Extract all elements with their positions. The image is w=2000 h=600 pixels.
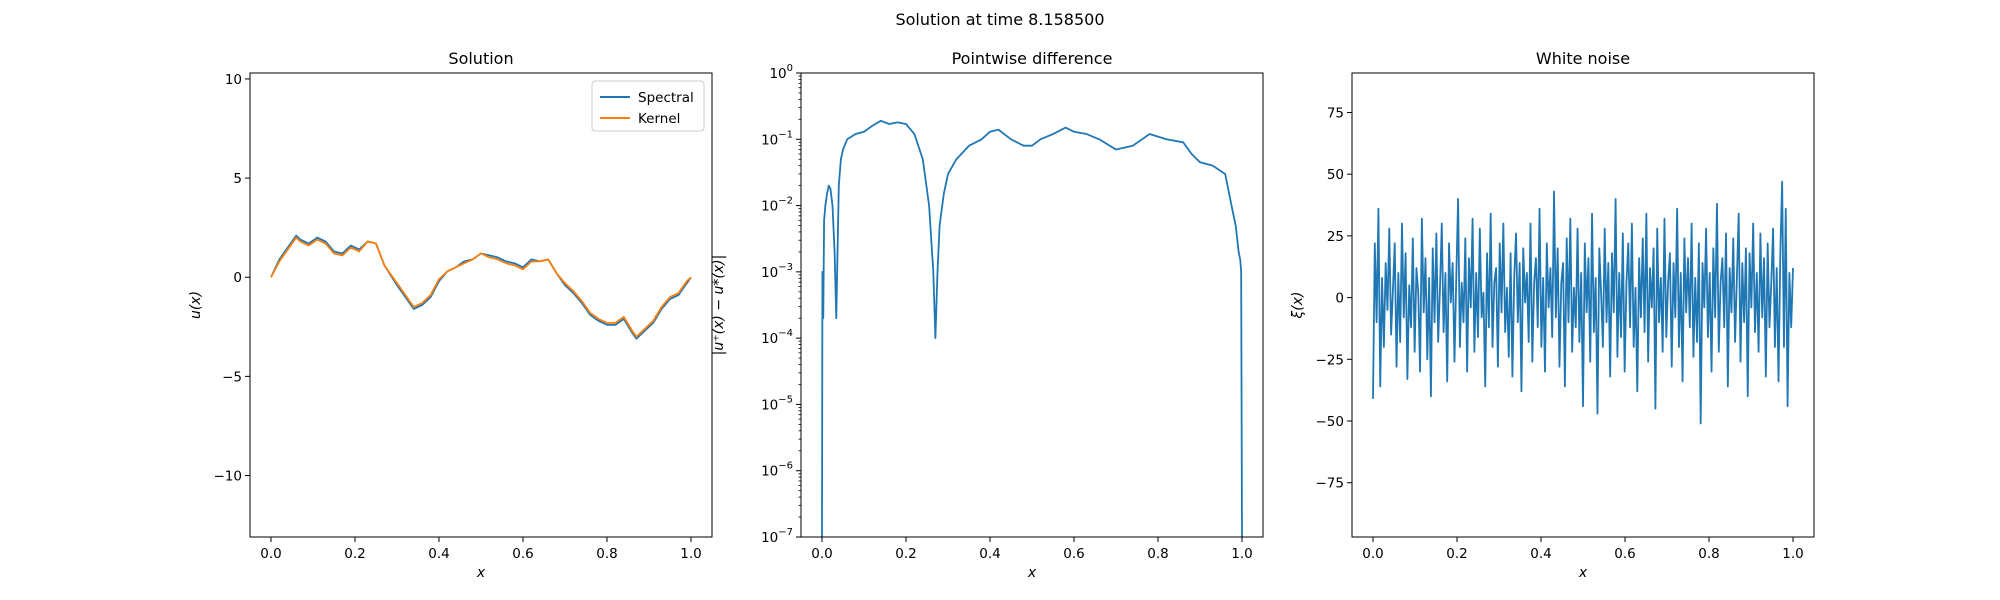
figure-suptitle: Solution at time 8.158500 [895, 10, 1104, 29]
y-tick-label: −10 [214, 469, 243, 485]
panel-title: White noise [1536, 49, 1630, 68]
x-tick-label: 0.8 [1698, 546, 1719, 562]
x-tick-label: 0.6 [1614, 546, 1635, 562]
axes-frame [800, 72, 1264, 538]
solution-panel: Solution 0.0 0.2 0.4 0.6 0.8 1.0 −10 −5 0 5 10 x u(x)… [188, 49, 713, 581]
x-tick-label: 0.0 [811, 546, 832, 562]
x-tick-label: 0.0 [1362, 546, 1383, 562]
series-line-kernel [270, 236, 692, 338]
legend: Spectral Kernel [591, 80, 705, 132]
axes-frame [249, 72, 713, 538]
x-tick-label: 0.8 [596, 546, 617, 562]
x-tick-label: 0.4 [1530, 546, 1551, 562]
axes-frame [1351, 72, 1815, 538]
x-tick-label: 0.2 [895, 546, 916, 562]
series-line-data [1372, 180, 1794, 425]
y-tick-label: 0 [1335, 291, 1344, 307]
panel-title: Pointwise difference [952, 49, 1113, 68]
y-tick-label: 0 [233, 270, 242, 286]
y-tick-label: 10−4 [761, 328, 793, 347]
y-tick-label: 10 [225, 72, 242, 88]
x-tick-label: 0.2 [1446, 546, 1467, 562]
y-tick-label: −75 [1316, 476, 1345, 492]
x-tick-label: 0.6 [1063, 546, 1084, 562]
y-tick-label: 10−6 [761, 461, 793, 480]
y-tick-label: 10−2 [761, 196, 793, 215]
panel-title: Solution [448, 49, 513, 68]
x-axis-label: x [476, 565, 486, 581]
y-axis-label: ξ(x) [1290, 291, 1306, 319]
x-axis-label: x [1027, 565, 1037, 581]
y-tick-label: −50 [1316, 414, 1345, 430]
y-tick-label: 50 [1327, 167, 1344, 183]
pointwise-difference-panel: Pointwise difference 0.0 0.2 0.4 0.6 0.8 1.0 10… [711, 49, 1264, 581]
white-noise-panel: White noise 0.0 0.2 0.4 0.6 0.8 1.0 −75 −50 −25 0 2… [1290, 49, 1815, 581]
y-tick-label: 10−1 [761, 129, 793, 148]
y-tick-label: 10−5 [761, 394, 793, 413]
y-tick-label: 75 [1327, 105, 1344, 121]
x-tick-label: 0.4 [428, 546, 449, 562]
y-tick-label: 10−3 [761, 262, 793, 281]
x-tick-label: 1.0 [1231, 546, 1252, 562]
x-tick-label: 0.0 [260, 546, 281, 562]
y-tick-label: 5 [233, 171, 242, 187]
y-tick-label: −5 [222, 369, 242, 385]
series-line-data [821, 119, 1243, 537]
y-tick-label: 100 [769, 63, 793, 82]
y-tick-label: −25 [1316, 352, 1345, 368]
y-axis-label: |u⁺(x) − u*(x)| [711, 255, 727, 356]
y-tick-label: 10−7 [761, 527, 793, 546]
x-tick-label: 0.4 [979, 546, 1000, 562]
x-axis-label: x [1578, 565, 1588, 581]
legend-label: Kernel [638, 111, 680, 127]
x-tick-label: 1.0 [1782, 546, 1803, 562]
y-tick-label: 25 [1327, 229, 1344, 245]
legend-label: Spectral [638, 90, 694, 106]
y-axis-label: u(x) [188, 291, 204, 319]
x-tick-label: 1.0 [680, 546, 701, 562]
x-tick-label: 0.8 [1147, 546, 1168, 562]
x-tick-label: 0.2 [344, 546, 365, 562]
x-tick-label: 0.6 [512, 546, 533, 562]
